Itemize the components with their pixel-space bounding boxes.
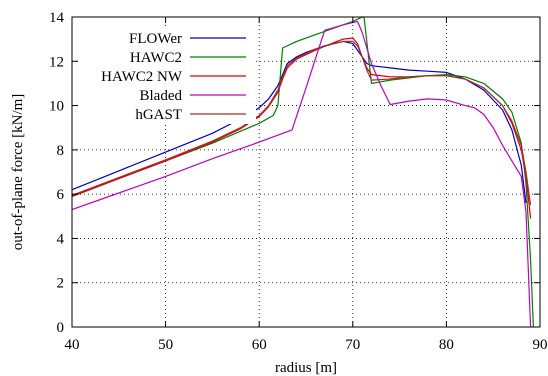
x-axis-label: radius [m] — [275, 360, 337, 376]
y-tick-label: 8 — [57, 143, 65, 159]
y-tick-label: 4 — [57, 231, 65, 247]
legend-label: HAWC2 NW — [101, 69, 183, 85]
series-line — [71, 40, 532, 206]
plot-frame — [71, 16, 541, 328]
y-tick-label: 14 — [49, 10, 65, 26]
legend-label: FLOWer — [129, 31, 182, 47]
x-tick-label: 40 — [65, 337, 80, 353]
legend: FLOWer HAWC2 HAWC2 NW Bladed hGAST — [78, 28, 256, 124]
y-tick-label: 6 — [57, 187, 65, 203]
y-axis-label: out-of-plane force [kN/m] — [10, 94, 26, 251]
axis-ticks: 40 50 60 70 80 90 0 2 4 6 8 10 12 14 — [49, 10, 548, 353]
y-tick-label: 12 — [49, 54, 64, 70]
x-tick-label: 70 — [345, 337, 360, 353]
legend-label: HAWC2 — [130, 50, 182, 66]
series-lines — [71, 16, 534, 328]
series-line — [71, 16, 534, 328]
y-tick-label: 0 — [57, 320, 65, 336]
x-tick-label: 80 — [439, 337, 454, 353]
x-tick-label: 60 — [252, 337, 267, 353]
legend-label: hGAST — [135, 107, 182, 123]
x-tick-label: 90 — [533, 337, 548, 353]
y-tick-label: 2 — [57, 276, 65, 292]
legend-label: Bladed — [140, 88, 183, 104]
x-tick-label: 50 — [158, 337, 173, 353]
y-tick-label: 10 — [49, 99, 64, 115]
series-line — [71, 20, 532, 328]
